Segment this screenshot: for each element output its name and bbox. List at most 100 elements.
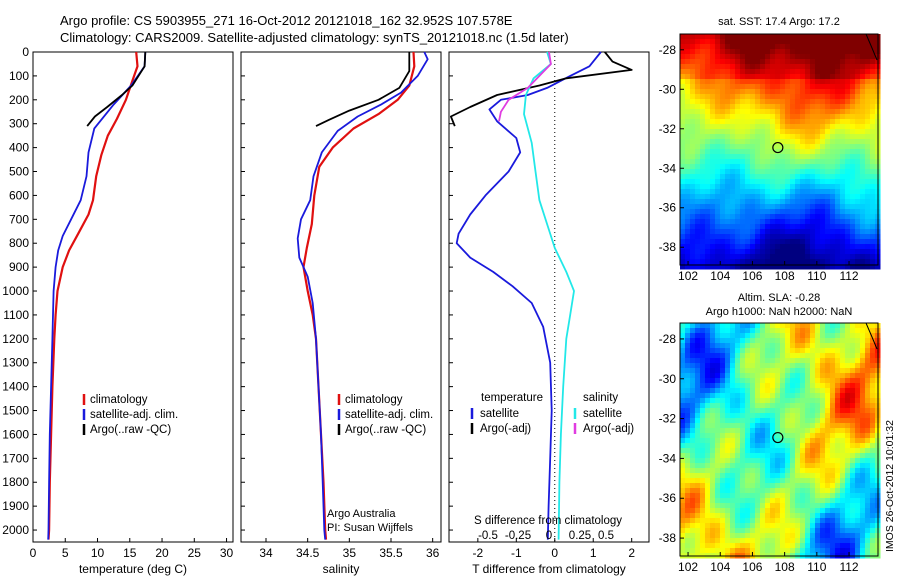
- heatmap-cell: [695, 174, 701, 180]
- heatmap-cell: [770, 74, 776, 80]
- heatmap-cell: [865, 164, 871, 170]
- heatmap-cell: [765, 428, 771, 434]
- heatmap-cell: [760, 139, 766, 145]
- heatmap-cell: [820, 234, 826, 240]
- heatmap-cell: [775, 548, 781, 554]
- heatmap-cell: [705, 433, 711, 439]
- heatmap-cell: [820, 418, 826, 424]
- heatmap-cell: [730, 548, 736, 554]
- heatmap-cell: [690, 398, 696, 404]
- heatmap-cell: [735, 134, 741, 140]
- heatmap-cell: [805, 34, 811, 40]
- heatmap-cell: [815, 548, 821, 554]
- heatmap-cell: [705, 79, 711, 85]
- heatmap-cell: [750, 513, 756, 519]
- heatmap-cell: [685, 498, 691, 504]
- heatmap-cell: [765, 264, 771, 270]
- heatmap-cell: [845, 164, 851, 170]
- heatmap-cell: [810, 358, 816, 364]
- heatmap-cell: [805, 398, 811, 404]
- heatmap-cell: [810, 343, 816, 349]
- heatmap-cell: [790, 164, 796, 170]
- heatmap-cell: [750, 358, 756, 364]
- heatmap-cell: [680, 204, 686, 210]
- heatmap-cell: [740, 39, 746, 45]
- heatmap-cell: [710, 373, 716, 379]
- heatmap-cell: [710, 84, 716, 90]
- heatmap-cell: [725, 343, 731, 349]
- heatmap-cell: [760, 363, 766, 369]
- heatmap-cell: [715, 139, 721, 145]
- heatmap-cell: [770, 119, 776, 125]
- heatmap-cell: [685, 463, 691, 469]
- heatmap-cell: [860, 204, 866, 210]
- heatmap-cell: [795, 448, 801, 454]
- heatmap-cell: [710, 518, 716, 524]
- heatmap-cell: [820, 94, 826, 100]
- heatmap-cell: [705, 533, 711, 539]
- heatmap-cell: [730, 483, 736, 489]
- heatmap-cell: [780, 204, 786, 210]
- heatmap-cell: [860, 483, 866, 489]
- heatmap-cell: [685, 348, 691, 354]
- heatmap-cell: [835, 49, 841, 55]
- heatmap-cell: [825, 204, 831, 210]
- heatmap-cell: [845, 159, 851, 165]
- heatmap-cell: [805, 493, 811, 499]
- heatmap-cell: [840, 523, 846, 529]
- heatmap-cell: [750, 418, 756, 424]
- heatmap-cell: [855, 358, 861, 364]
- heatmap-cell: [715, 443, 721, 449]
- heatmap-cell: [850, 453, 856, 459]
- heatmap-cell: [705, 398, 711, 404]
- heatmap-cell: [765, 453, 771, 459]
- heatmap-cell: [715, 44, 721, 50]
- heatmap-cell: [765, 174, 771, 180]
- heatmap-cell: [820, 528, 826, 534]
- heatmap-cell: [750, 144, 756, 150]
- heatmap-cell: [770, 84, 776, 90]
- heatmap-cell: [775, 89, 781, 95]
- heatmap-cell: [770, 358, 776, 364]
- heatmap-cell: [870, 214, 876, 220]
- heatmap-cell: [750, 543, 756, 549]
- heatmap-cell: [790, 513, 796, 519]
- heatmap-cell: [815, 498, 821, 504]
- heatmap-cell: [685, 443, 691, 449]
- heatmap-cell: [820, 109, 826, 115]
- heatmap-cell: [800, 428, 806, 434]
- heatmap-cell: [855, 363, 861, 369]
- heatmap-cell: [780, 214, 786, 220]
- heatmap-cell: [850, 99, 856, 105]
- heatmap-cell: [810, 69, 816, 75]
- heatmap-cell: [715, 94, 721, 100]
- heatmap-cell: [750, 528, 756, 534]
- heatmap-cell: [865, 79, 871, 85]
- heatmap-cell: [815, 398, 821, 404]
- heatmap-cell: [685, 124, 691, 130]
- heatmap-cell: [820, 483, 826, 489]
- heatmap-cell: [700, 104, 706, 110]
- heatmap-cell: [835, 34, 841, 40]
- heatmap-cell: [680, 323, 686, 329]
- heatmap-cell: [745, 154, 751, 160]
- heatmap-cell: [865, 343, 871, 349]
- heatmap-cell: [745, 49, 751, 55]
- heatmap-cell: [755, 224, 761, 230]
- x-tick-label: 20: [155, 546, 169, 560]
- heatmap-cell: [865, 159, 871, 165]
- heatmap-cell: [700, 49, 706, 55]
- heatmap-cell: [705, 84, 711, 90]
- heatmap-cell: [785, 463, 791, 469]
- heatmap-cell: [720, 139, 726, 145]
- heatmap-cell: [720, 418, 726, 424]
- heatmap-cell: [785, 348, 791, 354]
- heatmap-cell: [790, 333, 796, 339]
- heatmap-cell: [790, 154, 796, 160]
- heatmap-cell: [830, 124, 836, 130]
- heatmap-cell: [715, 244, 721, 250]
- heatmap-cell: [830, 488, 836, 494]
- heatmap-cell: [870, 264, 876, 270]
- heatmap-cell: [805, 174, 811, 180]
- heatmap-cell: [790, 44, 796, 50]
